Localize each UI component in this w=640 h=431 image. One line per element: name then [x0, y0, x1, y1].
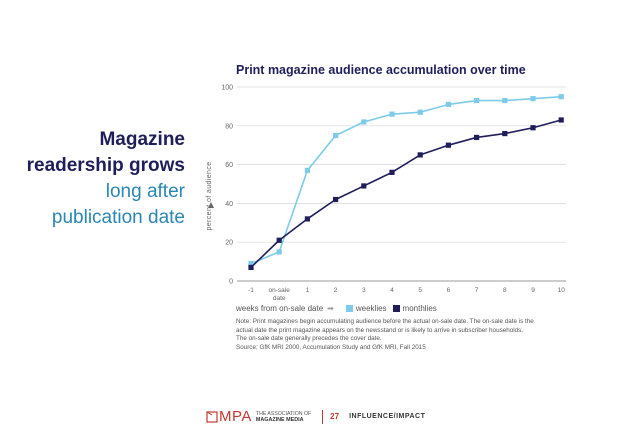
data-point-monthlies — [445, 142, 451, 148]
chart-note: Note: Print magazines begin accumulating… — [236, 318, 566, 352]
logo-tagline-line-2: MAGAZINE MEDIA — [255, 416, 304, 423]
legend-swatch-weeklies — [345, 305, 353, 312]
y-tick-label: 0 — [229, 279, 233, 286]
chart-legend: weeks from on-sale date ➡ weeklies month… — [236, 304, 437, 313]
logo-wordmark: MPA — [219, 408, 252, 425]
logo-tagline-line-1: THE ASSOCIATION OF — [255, 410, 312, 417]
y-axis-arrow-icon — [208, 202, 214, 208]
x-tick-label: 7 — [475, 287, 479, 294]
mpa-logo: MPA THE ASSOCIATION OF MAGAZINE MEDIA — [206, 408, 311, 425]
data-point-weeklies — [445, 101, 451, 108]
x-tick-label: -1 — [248, 287, 254, 294]
y-axis-label: percent of audience — [206, 161, 213, 230]
data-point-monthlies — [558, 117, 564, 123]
x-tick-label: 5 — [418, 287, 422, 294]
x-tick-label: 10 — [558, 287, 566, 294]
y-tick-label: 20 — [225, 240, 233, 247]
mpa-logo-icon — [206, 410, 218, 423]
data-point-weeklies — [530, 96, 536, 102]
section-label: INFLUENCE/IMPACT — [349, 413, 426, 420]
data-point-monthlies — [361, 183, 367, 189]
headline-line-4: publication date — [51, 207, 185, 228]
page-number: 27 — [330, 412, 340, 421]
x-tick-label: on-sale — [269, 287, 291, 294]
data-point-monthlies — [389, 169, 395, 175]
data-point-weeklies — [389, 111, 395, 117]
x-tick-label: 6 — [447, 287, 451, 294]
x-tick-label: 3 — [362, 287, 366, 294]
data-point-monthlies — [276, 237, 282, 243]
data-point-weeklies — [417, 109, 423, 115]
x-tick-label: 1 — [306, 287, 310, 294]
footer-divider — [322, 409, 324, 424]
data-point-monthlies — [530, 125, 536, 131]
y-tick-label: 40 — [225, 201, 233, 208]
data-point-weeklies — [248, 260, 254, 267]
chart-title: Print magazine audience accumulation ove… — [236, 63, 526, 77]
data-point-monthlies — [333, 196, 339, 203]
headline-line-1: Magazine — [99, 129, 185, 150]
y-tick-label: 60 — [225, 162, 233, 169]
logo-tagline: THE ASSOCIATION OF MAGAZINE MEDIA — [256, 411, 311, 423]
y-tick-label: 100 — [221, 85, 233, 92]
data-point-monthlies — [304, 216, 310, 222]
legend-label-weeklies: weeklies — [355, 304, 387, 313]
data-point-weeklies — [333, 132, 339, 139]
x-tick-label: 9 — [531, 287, 535, 294]
series-line-monthlies — [250, 119, 562, 268]
y-tick-label: 80 — [225, 123, 233, 130]
footer-brand: MPA THE ASSOCIATION OF MAGAZINE MEDIA 27… — [206, 408, 425, 425]
x-axis-label: weeks from on-sale date — [236, 304, 324, 313]
series-line-weeklies — [250, 95, 562, 265]
data-point-monthlies — [502, 130, 508, 137]
data-point-weeklies — [304, 167, 310, 174]
note-source: Source; GfK MRI 2000, Accumulation Study… — [236, 343, 426, 351]
arrow-right-icon: ➡ — [327, 304, 334, 313]
headline-line-3: long after — [105, 181, 185, 202]
note-line-2: actual date the print magazine appears o… — [236, 326, 524, 334]
data-point-weeklies — [558, 94, 564, 100]
headline-line-2: readership grows — [26, 155, 185, 176]
data-point-weeklies — [502, 97, 508, 104]
x-tick-label: 4 — [390, 287, 394, 294]
data-point-monthlies — [474, 134, 480, 141]
note-line-1: Note: Print magazines begin accumulating… — [236, 318, 534, 325]
legend-label-monthlies: monthlies — [402, 304, 437, 313]
data-point-monthlies — [248, 264, 254, 271]
note-line-3: The on-sale date generally precedes the … — [236, 335, 382, 342]
headline: Magazine readership grows long after pub… — [0, 127, 185, 231]
legend-swatch-monthlies — [392, 305, 400, 312]
x-tick-label-cont: date — [273, 295, 286, 302]
data-point-weeklies — [276, 249, 282, 255]
data-point-monthlies — [417, 152, 423, 158]
x-tick-label: 8 — [503, 287, 507, 294]
data-point-weeklies — [361, 119, 367, 125]
x-tick-label: 2 — [334, 287, 338, 294]
data-point-weeklies — [474, 97, 480, 104]
